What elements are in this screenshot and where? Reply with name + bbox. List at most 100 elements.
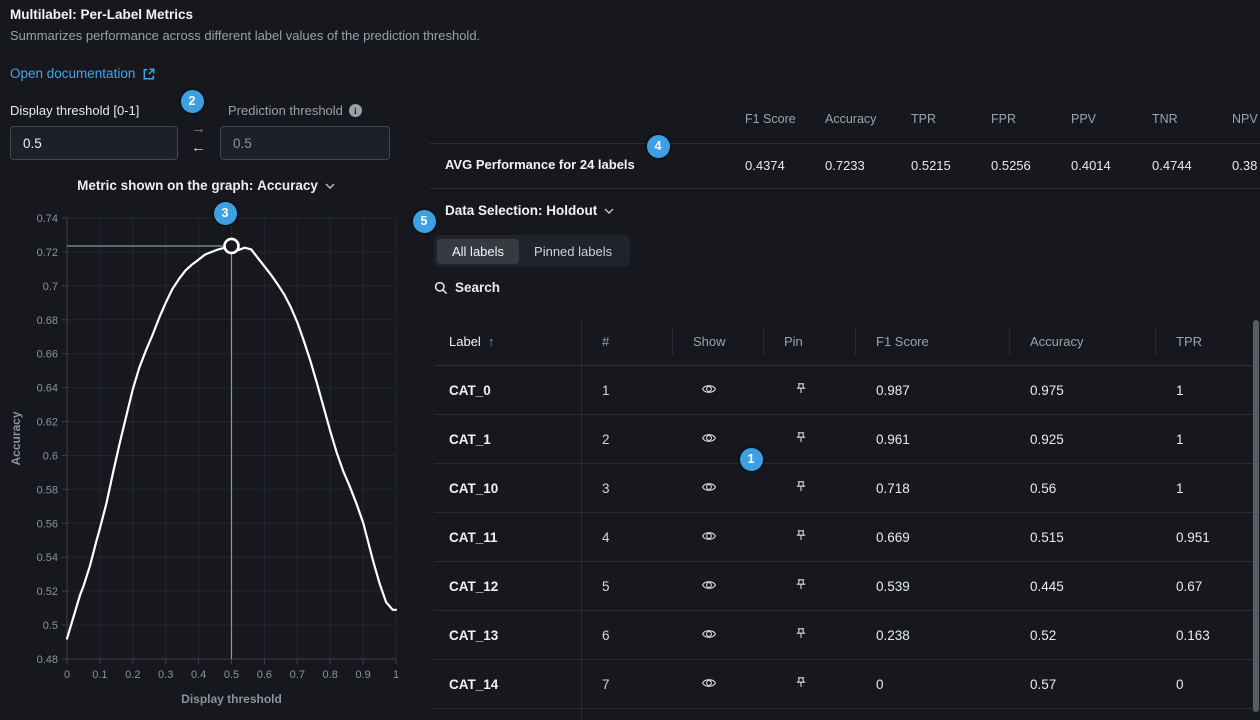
pin-icon[interactable]	[794, 480, 808, 494]
labels-tab-bar: All labels Pinned labels	[434, 235, 631, 267]
tpr-cell: 1	[1176, 480, 1184, 496]
f1-score-cell: 0.987	[876, 382, 910, 398]
accuracy-line-chart[interactable]: 0.48 0.5 0.52 0.54 0.56 0.58 0.6 0.62 0.64 0.66 0.…	[0, 205, 412, 720]
table-row-cat_11[interactable]: CAT_11 4 0.669 0.515 0.951	[434, 513, 1260, 562]
show-eye-icon[interactable]	[701, 675, 717, 691]
table-row-cat_12[interactable]: CAT_12 5 0.539 0.445 0.67	[434, 562, 1260, 611]
avg-value: 0.5256	[991, 158, 1031, 173]
show-eye-icon[interactable]	[701, 528, 717, 544]
column-header-pin[interactable]: Pin	[784, 334, 803, 349]
search-icon	[434, 281, 448, 295]
selected-threshold-marker[interactable]	[223, 237, 240, 255]
svg-text:0.66: 0.66	[37, 349, 58, 361]
tpr-cell: 0.67	[1176, 578, 1203, 594]
avg-value: 0.4374	[745, 158, 785, 173]
avg-row-label: AVG Performance for 24 labels	[445, 157, 635, 172]
avg-column-header: NPV	[1232, 112, 1258, 126]
annotation-badge-5: 5	[412, 209, 436, 233]
prediction-threshold-input[interactable]: 0.5	[220, 126, 390, 160]
svg-text:0.48: 0.48	[37, 654, 58, 666]
accuracy-cell: 0.515	[1030, 529, 1064, 545]
header-divider	[855, 329, 856, 355]
show-eye-icon[interactable]	[701, 577, 717, 593]
label-cell: CAT_11	[449, 529, 498, 545]
svg-text:0.3: 0.3	[158, 669, 173, 681]
svg-text:0.4: 0.4	[191, 669, 206, 681]
svg-text:0.68: 0.68	[37, 315, 58, 327]
avg-column-header: TNR	[1152, 112, 1178, 126]
page-title: Multilabel: Per-Label Metrics	[10, 7, 194, 22]
show-eye-icon[interactable]	[701, 430, 717, 446]
info-icon[interactable]: i	[348, 104, 362, 117]
f1-score-cell: 0.961	[876, 431, 910, 447]
pin-icon[interactable]	[794, 578, 808, 592]
search-placeholder: Search	[455, 280, 501, 295]
svg-text:0.56: 0.56	[37, 518, 58, 530]
header-divider	[763, 329, 764, 355]
column-header--[interactable]: #	[602, 334, 610, 349]
svg-text:0.52: 0.52	[37, 586, 58, 598]
show-eye-icon[interactable]	[701, 626, 717, 642]
f1-score-cell: 0.718	[876, 480, 910, 496]
show-eye-icon[interactable]	[701, 381, 717, 397]
metric-selector-dropdown[interactable]: Metric shown on the graph: Accuracy	[0, 178, 412, 193]
label-cell: CAT_1	[449, 431, 491, 447]
annotation-badge-3: 3	[213, 201, 237, 225]
column-header-tpr[interactable]: TPR	[1176, 334, 1202, 349]
arrow-right-icon[interactable]: →	[191, 120, 206, 137]
accuracy-cell: 0.445	[1030, 578, 1064, 594]
tpr-cell: 0	[1176, 676, 1184, 692]
table-row-cat_0[interactable]: CAT_0 1 0.987 0.975 1	[434, 366, 1260, 415]
data-selection-dropdown[interactable]: Data Selection: Holdout	[445, 203, 614, 218]
tpr-cell: 1	[1176, 431, 1184, 447]
index-cell: 4	[602, 529, 610, 545]
accuracy-cell: 0.925	[1030, 431, 1064, 447]
pin-icon[interactable]	[794, 382, 808, 396]
avg-value: 0.38	[1232, 158, 1258, 173]
annotation-badge-1: 1	[739, 447, 763, 471]
open-documentation-link[interactable]: Open documentation	[10, 66, 156, 81]
label-cell: CAT_0	[449, 382, 491, 398]
pin-icon[interactable]	[794, 529, 808, 543]
column-divider	[581, 318, 582, 720]
avg-performance-table: F1 Score Accuracy TPR FPR PPV TNR NPV AVG Perf…	[430, 100, 1260, 192]
table-row-cat_14[interactable]: CAT_14 7 0 0.57 0	[434, 660, 1260, 709]
column-header-show[interactable]: Show	[693, 334, 726, 349]
avg-value: 0.7233	[825, 158, 865, 173]
f1-score-cell: 0.539	[876, 578, 910, 594]
tpr-cell: 0.163	[1176, 627, 1210, 643]
label-cell: CAT_10	[449, 480, 499, 496]
pin-icon[interactable]	[794, 676, 808, 690]
annotation-badge-2: 2	[180, 89, 204, 113]
table-row-cat_13[interactable]: CAT_13 6 0.238 0.52 0.163	[434, 611, 1260, 660]
table-row-cat_1[interactable]: CAT_1 2 0.961 0.925 1	[434, 415, 1260, 464]
accuracy-cell: 0.56	[1030, 480, 1057, 496]
prediction-threshold-label: Prediction threshold i	[228, 103, 362, 118]
arrow-left-icon[interactable]: ←	[191, 139, 206, 156]
index-cell: 1	[602, 382, 610, 398]
pin-icon[interactable]	[794, 431, 808, 445]
svg-text:0.9: 0.9	[355, 669, 370, 681]
svg-text:0.1: 0.1	[92, 669, 107, 681]
label-cell: CAT_14	[449, 676, 499, 692]
search-input[interactable]: Search	[434, 280, 500, 295]
svg-text:1: 1	[393, 669, 399, 681]
svg-text:0.7: 0.7	[43, 281, 58, 293]
pin-icon[interactable]	[794, 627, 808, 641]
column-header-label[interactable]: Label ↑	[449, 334, 495, 349]
show-eye-icon[interactable]	[701, 479, 717, 495]
column-header-f1-score[interactable]: F1 Score	[876, 334, 929, 349]
tab-all-labels[interactable]: All labels	[437, 238, 520, 264]
display-threshold-input[interactable]: 0.5	[10, 126, 178, 160]
accuracy-cell: 0.975	[1030, 382, 1064, 398]
header-divider	[672, 329, 673, 355]
svg-text:0.74: 0.74	[37, 213, 58, 225]
tab-pinned-labels[interactable]: Pinned labels	[534, 243, 613, 259]
table-row-cat_10[interactable]: CAT_10 3 0.718 0.56 1	[434, 464, 1260, 513]
vertical-scrollbar[interactable]	[1253, 320, 1259, 712]
svg-text:Accuracy: Accuracy	[9, 411, 23, 465]
column-header-accuracy[interactable]: Accuracy	[1030, 334, 1084, 349]
annotation-badge-4: 4	[646, 134, 670, 158]
svg-text:0.5: 0.5	[43, 620, 58, 632]
label-cell: CAT_13	[449, 627, 499, 643]
